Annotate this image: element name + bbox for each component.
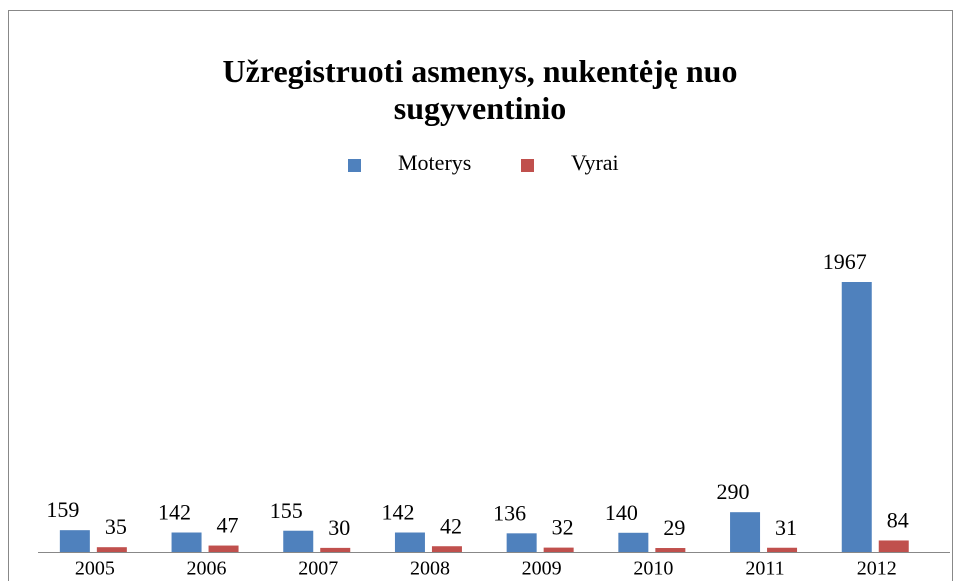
value-label: 42 xyxy=(440,513,462,538)
bar xyxy=(841,282,872,552)
bar xyxy=(431,546,462,552)
x-tick-label: 2012 xyxy=(857,558,897,580)
value-label: 155 xyxy=(270,498,303,523)
legend-label: Moterys xyxy=(398,150,471,175)
bar xyxy=(730,512,761,552)
bar xyxy=(59,530,90,552)
value-label: 30 xyxy=(328,515,350,540)
value-label: 142 xyxy=(381,500,414,525)
value-label: 84 xyxy=(887,508,909,533)
x-tick-label: 2009 xyxy=(522,558,562,580)
bar xyxy=(283,530,314,552)
value-label: 1967 xyxy=(823,249,867,274)
value-label: 47 xyxy=(217,513,239,538)
bar xyxy=(878,540,909,552)
value-label: 290 xyxy=(717,479,750,504)
bar xyxy=(208,545,239,552)
legend-swatch xyxy=(521,159,534,172)
bar xyxy=(655,548,686,552)
value-label: 136 xyxy=(493,500,526,525)
value-label: 35 xyxy=(105,514,127,539)
bar xyxy=(618,532,649,552)
bar xyxy=(543,547,574,552)
value-label: 140 xyxy=(605,500,638,525)
bar xyxy=(171,532,202,552)
x-tick-label: 2011 xyxy=(745,558,784,580)
legend-swatch xyxy=(348,159,361,172)
x-tick-label: 2006 xyxy=(187,558,227,580)
value-label: 29 xyxy=(663,515,685,540)
value-label: 142 xyxy=(158,500,191,525)
x-tick-label: 2005 xyxy=(75,558,115,580)
bar xyxy=(506,533,537,552)
bar xyxy=(767,547,798,552)
legend-label: Vyrai xyxy=(571,150,619,175)
value-label: 31 xyxy=(775,515,797,540)
chart-title: Užregistruoti asmenys, nukentėję nuo sugy… xyxy=(223,53,738,126)
x-tick-label: 2007 xyxy=(298,558,338,580)
bar xyxy=(320,547,351,552)
x-tick-label: 2008 xyxy=(410,558,450,580)
value-label: 159 xyxy=(46,497,79,522)
value-label: 32 xyxy=(552,515,574,540)
x-tick-label: 2010 xyxy=(633,558,673,580)
chart-frame xyxy=(8,10,953,581)
bar xyxy=(96,547,127,552)
bar xyxy=(394,532,425,552)
